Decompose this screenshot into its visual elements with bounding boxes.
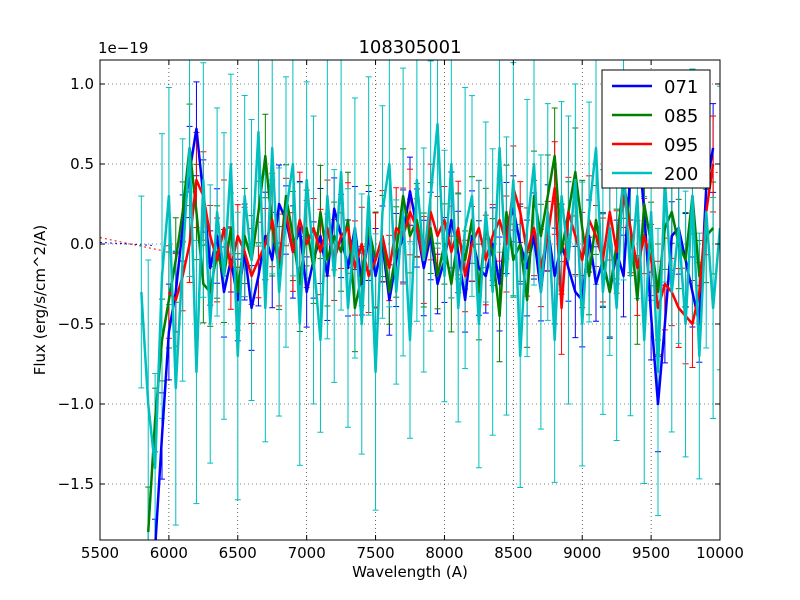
y-tick-label: −1.5 [58, 475, 94, 493]
legend: 071 085 095 200 [601, 69, 711, 189]
y-tick-label: 1.0 [70, 75, 94, 93]
x-tick-label: 7500 [356, 544, 394, 562]
dotted-segment [100, 237, 169, 253]
legend-box [601, 69, 711, 189]
x-tick-label: 8500 [494, 544, 532, 562]
dotted-segment [100, 241, 156, 247]
x-tick-label: 6000 [150, 544, 188, 562]
y-tick-label: −0.5 [58, 315, 94, 333]
legend-label-200: 200 [664, 164, 698, 185]
y-tick-label: −1.0 [58, 395, 94, 413]
y-tick-label: 0.0 [70, 235, 94, 253]
y-axis-label: Flux (erg/s/cm^2/A) [31, 225, 49, 376]
x-tick-label: 7000 [288, 544, 326, 562]
y-scale-offset: 1e−19 [98, 39, 148, 57]
x-tick-label: 9500 [632, 544, 670, 562]
x-tick-label: 10000 [696, 544, 744, 562]
series-layer [100, 60, 720, 540]
x-tick-label: 5500 [81, 544, 119, 562]
chart-title: 108305001 [358, 37, 461, 58]
legend-label-095: 095 [664, 135, 698, 156]
x-axis-label: Wavelength (A) [352, 563, 468, 581]
x-tick-label: 6500 [219, 544, 257, 562]
ticks: 5500 6000 6500 7000 7500 8000 8500 9000 9500 1000… [58, 60, 744, 562]
legend-label-071: 071 [664, 77, 698, 98]
legend-label-085: 085 [664, 106, 698, 127]
y-tick-label: 0.5 [70, 155, 94, 173]
plot-frame [99, 59, 721, 541]
x-tick-label: 9000 [563, 544, 601, 562]
x-tick-label: 8000 [425, 544, 463, 562]
